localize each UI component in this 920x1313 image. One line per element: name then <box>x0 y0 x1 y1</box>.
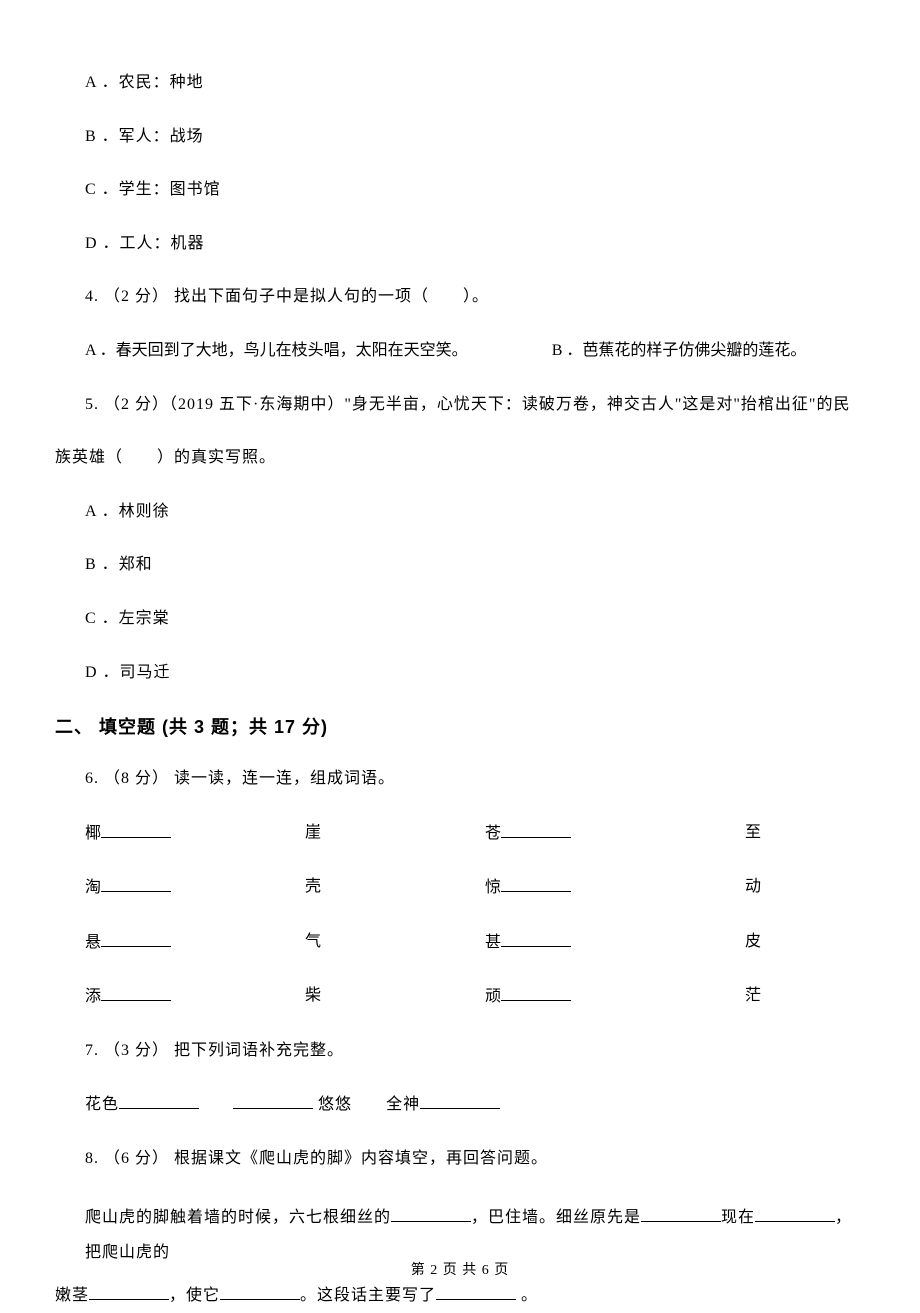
q5-option-d: D ．司马迁 <box>55 660 865 686</box>
table-row: 椰 崖 苍 至 <box>85 820 865 847</box>
q5-option-a: A ．林则徐 <box>55 499 865 525</box>
q3-option-c: C ．学生：图书馆 <box>55 177 865 203</box>
vocab-cell: 柴 <box>305 983 485 1010</box>
q3-option-b: B ．军人：战场 <box>55 124 865 150</box>
vocab-cell: 壳 <box>305 874 485 901</box>
vocab-cell: 至 <box>745 820 865 847</box>
vocab-cell: 苍 <box>485 820 745 847</box>
q5-stem-line1: 5. （2 分）（2019 五下·东海期中）"身无半亩，心忧天下：读破万卷，神交… <box>55 392 865 418</box>
vocab-cell: 气 <box>305 929 485 956</box>
vocab-cell: 动 <box>745 874 865 901</box>
q4-option-a: A ．春天回到了大地，鸟儿在枝头唱，太阳在天空笑。 <box>85 338 468 364</box>
vocab-cell: 顽 <box>485 983 745 1010</box>
q6-vocab-table: 椰 崖 苍 至 淘 壳 惊 动 悬 气 甚 皮 添 柴 顽 茫 <box>55 820 865 1010</box>
q7-stem: 7. （3 分） 把下列词语补充完整。 <box>55 1038 865 1064</box>
vocab-cell: 甚 <box>485 929 745 956</box>
q7-blanks: 花色 悠悠 全神 <box>55 1091 865 1118</box>
q4-stem: 4. （2 分） 找出下面句子中是拟人句的一项（ ）。 <box>55 284 865 310</box>
q4-option-b: B ．芭蕉花的样子仿佛尖瓣的莲花。 <box>552 338 807 364</box>
vocab-cell: 皮 <box>745 929 865 956</box>
q3-option-a: A ．农民：种地 <box>55 70 865 96</box>
vocab-cell: 茫 <box>745 983 865 1010</box>
q3-option-d: D ．工人：机器 <box>55 231 865 257</box>
q4-options-row: A ．春天回到了大地，鸟儿在枝头唱，太阳在天空笑。 B ．芭蕉花的样子仿佛尖瓣的… <box>55 338 865 364</box>
vocab-cell: 崖 <box>305 820 485 847</box>
page-footer: 第 2 页 共 6 页 <box>0 1260 920 1282</box>
vocab-cell: 添 <box>85 983 305 1010</box>
vocab-cell: 悬 <box>85 929 305 956</box>
vocab-cell: 淘 <box>85 874 305 901</box>
vocab-cell: 椰 <box>85 820 305 847</box>
q5-option-b: B ．郑和 <box>55 552 865 578</box>
vocab-cell: 惊 <box>485 874 745 901</box>
table-row: 淘 壳 惊 动 <box>85 874 865 901</box>
table-row: 悬 气 甚 皮 <box>85 929 865 956</box>
q8-stem: 8. （6 分） 根据课文《爬山虎的脚》内容填空，再回答问题。 <box>55 1146 865 1172</box>
q6-stem: 6. （8 分） 读一读，连一连，组成词语。 <box>55 766 865 792</box>
section2-heading: 二、 填空题 (共 3 题；共 17 分) <box>55 713 865 742</box>
q5-option-c: C ．左宗棠 <box>55 606 865 632</box>
table-row: 添 柴 顽 茫 <box>85 983 865 1010</box>
q5-stem-line2: 族英雄（ ）的真实写照。 <box>55 445 865 471</box>
q8-passage-line2: 嫩茎，使它。这段话主要写了 。 <box>55 1278 865 1313</box>
